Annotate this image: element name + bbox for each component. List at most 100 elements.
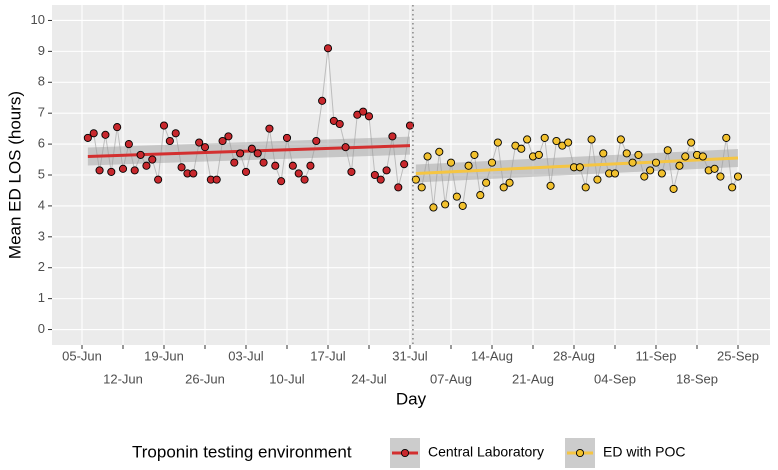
point — [411, 175, 420, 184]
point — [113, 123, 122, 132]
x-tick-label: 28-Aug — [553, 348, 595, 363]
y-tick-label: 1 — [38, 290, 45, 305]
point — [458, 201, 467, 210]
point — [136, 150, 145, 159]
point — [493, 138, 502, 147]
point — [628, 158, 637, 167]
point — [687, 138, 696, 147]
x-tick-label: 18-Sep — [676, 371, 718, 386]
x-tick-label: 04-Sep — [594, 371, 636, 386]
point — [89, 129, 98, 138]
point — [616, 135, 625, 144]
point — [499, 183, 508, 192]
point — [253, 149, 262, 158]
point — [441, 200, 450, 209]
grid — [48, 5, 770, 349]
point — [359, 107, 368, 116]
point — [540, 133, 549, 142]
point — [581, 183, 590, 192]
point — [698, 152, 707, 161]
point — [587, 135, 596, 144]
point — [552, 136, 561, 146]
point — [722, 133, 731, 142]
y-tick-label: 0 — [38, 321, 45, 336]
point — [681, 152, 690, 161]
point — [271, 161, 280, 170]
point — [470, 150, 479, 159]
y-tick-label: 2 — [38, 259, 45, 274]
legend: Central Laboratory ED with POC — [390, 438, 685, 468]
point — [171, 129, 180, 138]
point — [646, 166, 655, 175]
point — [435, 147, 444, 156]
x-tick-label: 10-Jul — [269, 371, 305, 386]
x-tick-label: 07-Aug — [430, 371, 472, 386]
point — [177, 163, 186, 172]
point — [282, 133, 292, 142]
x-tick-label: 25-Sep — [717, 348, 759, 363]
point — [622, 149, 631, 158]
point — [405, 121, 415, 130]
point — [224, 132, 233, 141]
point — [312, 136, 321, 146]
point — [388, 132, 397, 141]
point — [323, 44, 333, 53]
point — [564, 138, 573, 147]
point — [534, 150, 543, 159]
x-tick-label: 11-Sep — [636, 348, 677, 363]
point — [370, 170, 379, 180]
point — [300, 175, 309, 184]
point — [464, 161, 473, 170]
x-tick-label: 03-Jul — [228, 348, 264, 363]
point — [382, 166, 391, 175]
point — [189, 169, 198, 178]
point — [142, 161, 151, 170]
point — [505, 178, 514, 187]
point — [247, 144, 256, 153]
x-axis-title: Day — [396, 389, 427, 408]
point — [277, 177, 286, 186]
point — [218, 136, 227, 146]
x-tick-label: 19-Jun — [144, 348, 184, 363]
point — [107, 167, 116, 176]
point — [675, 161, 684, 170]
point — [394, 183, 403, 192]
legend-key-point — [400, 448, 410, 458]
point — [423, 152, 432, 161]
point — [195, 138, 204, 147]
y-tick-label: 5 — [38, 166, 45, 181]
point — [83, 133, 92, 142]
point — [364, 112, 374, 121]
point — [651, 158, 661, 167]
point — [200, 143, 210, 152]
point — [452, 192, 461, 201]
point — [634, 150, 643, 159]
point — [663, 146, 672, 155]
point — [335, 119, 344, 129]
y-tick-label: 10 — [31, 12, 45, 27]
point — [669, 184, 678, 193]
x-tick-label: 12-Jun — [103, 371, 143, 386]
point — [523, 135, 532, 144]
point — [341, 143, 350, 152]
x-tick-label: 31-Jul — [392, 348, 428, 363]
legend-title: Troponin testing environment — [132, 442, 352, 461]
point — [165, 136, 174, 146]
point — [487, 158, 497, 167]
y-tick-label: 3 — [38, 228, 45, 243]
x-tick-label: 21-Aug — [512, 371, 554, 386]
point — [347, 167, 356, 176]
point — [599, 149, 608, 158]
y-tick-label: 9 — [38, 43, 45, 58]
y-tick-label: 8 — [38, 74, 45, 89]
point — [575, 163, 584, 172]
x-tick-label: 24-Jul — [351, 371, 387, 386]
point — [101, 130, 110, 139]
x-tick-label: 05-Jun — [62, 348, 102, 363]
x-tick-label: 26-Jun — [185, 371, 225, 386]
legend-key-point — [575, 448, 585, 458]
point — [429, 203, 438, 212]
point — [716, 172, 725, 181]
point — [482, 178, 491, 187]
point — [710, 164, 719, 173]
